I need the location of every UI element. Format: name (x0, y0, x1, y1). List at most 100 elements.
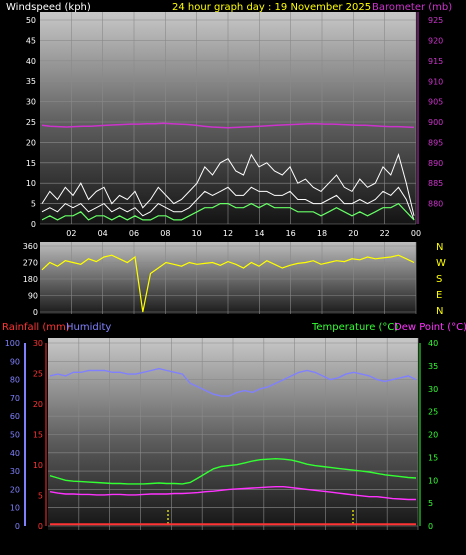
x-axis-1: 02 04 06 08 10 12 14 16 18 20 22 00 (66, 229, 421, 238)
compass-label: S (436, 274, 442, 285)
y-tick-direction: 360 (23, 242, 38, 251)
y-tick-barometer: 895 (428, 138, 443, 147)
y-tick-direction: 270 (23, 259, 38, 268)
y-tick-rainfall: 15 (33, 431, 43, 440)
y-tick-windspeed: 50 (26, 16, 36, 25)
x-tick-1: 18 (317, 229, 327, 238)
y-tick-windspeed: 30 (26, 98, 36, 107)
x-tick-3: 18 (320, 538, 330, 547)
y-tick-temperature: 5 (428, 499, 433, 508)
y-tick-barometer: 885 (428, 179, 443, 188)
y-tick-temperature: 15 (428, 453, 438, 462)
series-dewpoint (49, 486, 416, 501)
x-tick-3: 06 (135, 538, 145, 547)
y-tick-rainfall: 0 (38, 522, 43, 531)
y-tick-windspeed: 40 (26, 57, 36, 66)
x-axis-3: 02 04 06 08 10 12 14 16 18 22 00 (74, 538, 423, 547)
y-tick-humidity: 100 (5, 339, 20, 348)
x-tick-3: 08 (166, 538, 176, 547)
x-tick-1: 06 (129, 229, 139, 238)
y-tick-windspeed: 20 (26, 138, 36, 147)
x-tick-3: 16 (290, 538, 300, 547)
y-tick-barometer: 880 (428, 200, 443, 209)
y-tick-barometer: 920 (428, 37, 443, 46)
series-barometer (41, 122, 415, 129)
y-tick-windspeed: 15 (26, 159, 36, 168)
x-tick-1: 10 (192, 229, 202, 238)
x-tick-3: 02 (74, 538, 84, 547)
y-tick-windspeed: 25 (26, 118, 36, 127)
dewpoint-label: Dew Point (°C) (394, 322, 466, 333)
temperature-label: Temperature (°C) (311, 322, 398, 333)
temperature-panel: 0 10 20 30 40 50 60 70 80 90 100 0 5 10 15 20 25 30 0 5 10… (5, 338, 438, 547)
y-tick-humidity: 10 (10, 504, 20, 513)
x-tick-3: 14 (259, 538, 269, 547)
x-tick-1: 12 (223, 229, 233, 238)
series-windspeed (41, 186, 415, 221)
y-tick-temperature: 10 (428, 476, 438, 485)
y-tick-windspeed: 45 (26, 36, 36, 45)
y-axis-barometer: 880 885 890 895 900 905 910 915 920 925 (417, 12, 443, 224)
y-tick-temperature: 25 (428, 408, 438, 417)
y-axis-direction: 0 90 180 270 360 (23, 242, 38, 317)
series-group-3 (49, 367, 417, 526)
barometer-label: Barometer (mb) (372, 2, 452, 13)
y-tick-humidity: 20 (10, 485, 20, 494)
x-tick-1: 04 (98, 229, 108, 238)
y-tick-barometer: 910 (428, 77, 443, 86)
x-tick-3: 00 (413, 538, 423, 547)
y-tick-humidity: 90 (10, 357, 20, 366)
y-tick-windspeed: 5 (31, 200, 36, 209)
x-tick-1: 22 (380, 229, 390, 238)
y-tick-windspeed: 0 (31, 220, 36, 229)
y-tick-temperature: 0 (428, 522, 433, 531)
y-axis-rainfall: 0 5 10 15 20 25 30 (33, 339, 47, 531)
y-axis-humidity: 0 10 20 30 40 50 60 70 80 90 100 (5, 339, 26, 531)
series-windgust (41, 152, 415, 216)
y-tick-barometer: 905 (428, 98, 443, 107)
series-group-2 (41, 254, 415, 313)
y-tick-temperature: 35 (428, 362, 438, 371)
y-tick-barometer: 915 (428, 57, 443, 66)
x-tick-1: 16 (286, 229, 296, 238)
y-tick-rainfall: 25 (33, 370, 43, 379)
chart-title: 24 hour graph day : 19 November 2025 (172, 2, 371, 13)
sunset-label: Sunset (340, 538, 367, 547)
y-tick-humidity: 0 (15, 522, 20, 531)
y-tick-windspeed: 35 (26, 77, 36, 86)
wind-barometer-panel: 0 5 10 15 20 25 30 35 40 45 50 880 885 890 895 900 905 9… (26, 12, 443, 238)
windspeed-label: Windspeed (kph) (6, 2, 91, 13)
x-tick-3: 12 (228, 538, 238, 547)
y-tick-barometer: 890 (428, 159, 443, 168)
x-tick-3: 22 (382, 538, 392, 547)
y-tick-humidity: 60 (10, 412, 20, 421)
y-tick-rainfall: 10 (33, 461, 43, 470)
y-tick-humidity: 40 (10, 449, 20, 458)
y-tick-windspeed: 10 (26, 179, 36, 188)
x-tick-3: 10 (197, 538, 207, 547)
y-tick-humidity: 30 (10, 467, 20, 476)
y-tick-rainfall: 20 (33, 400, 43, 409)
series-group-1 (41, 122, 415, 221)
y-tick-barometer: 900 (428, 118, 443, 127)
grid-2 (40, 242, 417, 314)
x-tick-1: 08 (160, 229, 170, 238)
x-tick-1: 02 (66, 229, 76, 238)
compass-label: N (436, 306, 443, 317)
compass-label: E (436, 290, 442, 301)
y-tick-barometer: 925 (428, 16, 443, 25)
y-axis-temperature: 0 5 10 15 20 25 30 35 40 (419, 339, 438, 531)
y-tick-direction: 180 (23, 275, 38, 284)
y-tick-direction: 0 (33, 308, 38, 317)
y-tick-humidity: 80 (10, 376, 20, 385)
y-tick-rainfall: 30 (33, 339, 43, 348)
y-tick-humidity: 50 (10, 431, 20, 440)
compass-label: W (436, 258, 446, 269)
x-tick-1: 20 (348, 229, 358, 238)
y-tick-temperature: 30 (428, 385, 438, 394)
grid-1 (40, 12, 417, 225)
compass-label: N (436, 242, 443, 253)
